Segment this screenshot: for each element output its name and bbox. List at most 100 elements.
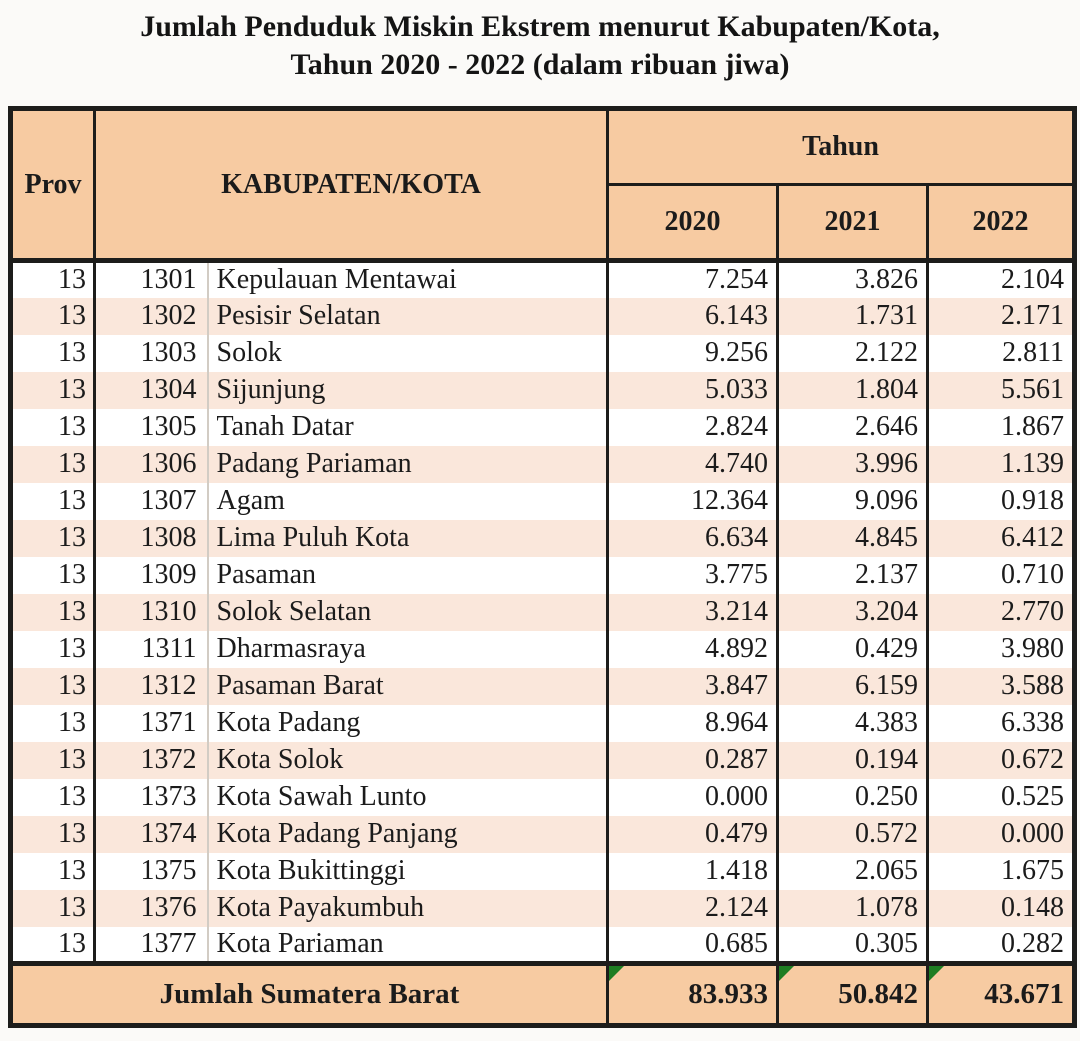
total-2022-value: 43.671: [984, 978, 1065, 1010]
cell-district-name: Dharmasraya: [207, 630, 610, 668]
table-row: 13 1306 Padang Pariaman 4.740 3.996 1.13…: [10, 445, 1075, 483]
header-year-2021: 2021: [776, 183, 930, 262]
cell-value-2021: 2.065: [777, 852, 930, 890]
cell-value-2020: 4.740: [607, 445, 780, 483]
cell-value-2020: 7.254: [607, 260, 780, 298]
cell-value-2021: 1.804: [777, 371, 930, 409]
cell-value-2021: 0.572: [777, 815, 930, 853]
cell-value-2020: 9.256: [607, 334, 780, 372]
header-year-2020: 2020: [606, 183, 780, 262]
cell-value-2021: 3.826: [777, 260, 930, 298]
excel-error-indicator-icon: [779, 966, 795, 981]
cell-value-2022: 0.148: [1001, 892, 1065, 923]
cell-district-name: Pasaman: [207, 556, 610, 594]
cell-value-2021: 9.096: [777, 482, 930, 520]
cell-value-2022: 2.104: [1001, 264, 1065, 296]
cell-district-code: 1306: [94, 445, 209, 483]
cell-district-name: Kota Sawah Lunto: [207, 778, 610, 816]
cell-value-2020: 3.847: [607, 667, 780, 705]
cell-value-2020: 12.364: [607, 482, 780, 520]
cell-value-2020: 0.287: [607, 741, 780, 779]
cell-district-name: Kota Solok: [207, 741, 610, 779]
cell-district-code: 1304: [94, 371, 209, 409]
cell-value-2021: 4.383: [777, 704, 930, 742]
cell-prov-code: 13: [10, 815, 96, 853]
table-row: 13 1310 Solok Selatan 3.214 3.204 2.770: [10, 593, 1075, 631]
cell-district-code: 1372: [94, 741, 209, 779]
total-2021-value: 50.842: [838, 978, 919, 1010]
table-row: 13 1311 Dharmasraya 4.892 0.429 3.980: [10, 630, 1075, 668]
cell-prov-code: 13: [10, 260, 96, 298]
cell-district-name: Tanah Datar: [207, 408, 610, 446]
header-year-2022: 2022: [926, 183, 1077, 262]
total-2021-cell: 50.842: [777, 963, 930, 1026]
cell-value-2020: 0.685: [607, 926, 780, 964]
cell-value-2022: 2.770: [1001, 596, 1065, 627]
table-row: 13 1373 Kota Sawah Lunto 0.000 0.250 0.5…: [10, 778, 1075, 816]
cell-prov-code: 13: [10, 889, 96, 927]
cell-prov-code: 13: [10, 408, 96, 446]
cell-value-2022: 0.525: [1001, 781, 1065, 812]
cell-value-2022: 3.588: [1001, 670, 1065, 701]
table-row: 13 1305 Tanah Datar 2.824 2.646 1.867: [10, 408, 1075, 446]
cell-district-code: 1307: [94, 482, 209, 520]
cell-district-code: 1305: [94, 408, 209, 446]
cell-value-2021: 2.646: [777, 408, 930, 446]
cell-district-name: Pasaman Barat: [207, 667, 610, 705]
cell-prov-code: 13: [10, 704, 96, 742]
cell-value-2020: 1.418: [607, 852, 780, 890]
total-2020-value: 83.933: [688, 978, 769, 1010]
cell-district-name: Kota Bukittinggi: [207, 852, 610, 890]
cell-prov-code: 13: [10, 926, 96, 964]
cell-value-2022: 0.282: [1001, 927, 1065, 959]
cell-district-code: 1377: [94, 926, 209, 964]
cell-prov-code: 13: [10, 371, 96, 409]
table-row: 13 1371 Kota Padang 8.964 4.383 6.338: [10, 704, 1075, 742]
poverty-table: Prov KABUPATEN/KOTA Tahun 2020 2021 2022…: [8, 106, 1078, 1028]
cell-value-2021: 2.122: [777, 334, 930, 372]
table-row: 13 1303 Solok 9.256 2.122 2.811: [10, 334, 1075, 372]
cell-district-name: Kota Padang: [207, 704, 610, 742]
cell-value-2020: 2.824: [607, 408, 780, 446]
excel-error-indicator-icon: [609, 966, 625, 981]
table-row: 13 1372 Kota Solok 0.287 0.194 0.672: [10, 741, 1075, 779]
title-line-2: Tahun 2020 - 2022 (dalam ribuan jiwa): [290, 48, 790, 81]
cell-district-name: Pesisir Selatan: [207, 297, 610, 335]
header-kabupaten-kota: KABUPATEN/KOTA: [92, 107, 610, 262]
table-row: 13 1376 Kota Payakumbuh 2.124 1.078 0.14…: [10, 889, 1075, 927]
cell-value-2021: 0.250: [777, 778, 930, 816]
cell-value-2021: 6.159: [777, 667, 930, 705]
cell-value-2020: 5.033: [607, 371, 780, 409]
cell-district-code: 1376: [94, 889, 209, 927]
cell-value-2021: 1.078: [777, 889, 930, 927]
cell-district-code: 1309: [94, 556, 209, 594]
cell-value-2022: 5.561: [1001, 374, 1065, 405]
cell-value-2022: 0.000: [1001, 818, 1065, 849]
cell-prov-code: 13: [10, 297, 96, 335]
cell-value-2022: 0.672: [1001, 744, 1065, 775]
cell-value-2022: 0.918: [1001, 485, 1065, 516]
table-row: 13 1308 Lima Puluh Kota 6.634 4.845 6.41…: [10, 519, 1075, 557]
cell-prov-code: 13: [10, 741, 96, 779]
total-2020-cell: 83.933: [607, 963, 780, 1026]
table-row: 13 1309 Pasaman 3.775 2.137 0.710: [10, 556, 1075, 594]
cell-value-2020: 3.214: [607, 593, 780, 631]
cell-district-name: Kota Pariaman: [207, 926, 610, 964]
header-prov: Prov: [9, 107, 96, 262]
table-row: 13 1307 Agam 12.364 9.096 0.918: [10, 482, 1075, 520]
cell-value-2022: 2.811: [1002, 337, 1065, 368]
header-tahun: Tahun: [606, 107, 1077, 186]
cell-district-code: 1373: [94, 778, 209, 816]
cell-district-code: 1371: [94, 704, 209, 742]
table-body: 13 1301 Kepulauan Mentawai 7.254 3.826 2…: [10, 260, 1075, 964]
cell-value-2020: 3.775: [607, 556, 780, 594]
cell-value-2021: 0.305: [777, 926, 930, 964]
cell-district-code: 1308: [94, 519, 209, 557]
cell-value-2021: 1.731: [777, 297, 930, 335]
cell-district-code: 1375: [94, 852, 209, 890]
cell-value-2021: 3.204: [777, 593, 930, 631]
cell-prov-code: 13: [10, 445, 96, 483]
cell-value-2020: 2.124: [607, 889, 780, 927]
cell-value-2020: 6.634: [607, 519, 780, 557]
total-2022-cell: 43.671: [927, 963, 1075, 1026]
